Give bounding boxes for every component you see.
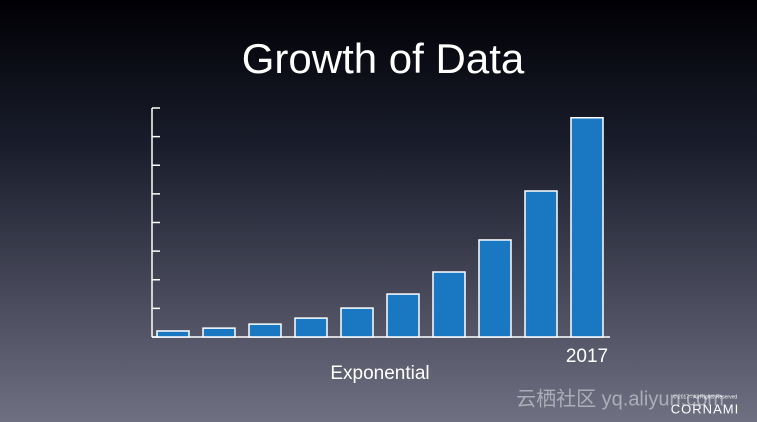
bar	[294, 317, 328, 338]
copyright: © 2017 - All Rights Reserved	[673, 393, 737, 400]
x-tick-label: 2017	[566, 346, 608, 367]
chart-title: Growth of Data	[242, 35, 525, 82]
bar	[570, 116, 604, 338]
bar	[340, 307, 374, 338]
watermark: 云栖社区 yq.aliyun.com	[516, 387, 724, 410]
bar	[432, 271, 466, 338]
bar	[524, 190, 558, 338]
bar	[386, 293, 420, 338]
bar	[478, 239, 512, 338]
x-axis-label: Exponential	[330, 363, 429, 384]
brand: CORNAMI	[671, 401, 739, 416]
bar	[202, 327, 236, 338]
bar	[248, 323, 282, 338]
bar	[156, 330, 190, 338]
